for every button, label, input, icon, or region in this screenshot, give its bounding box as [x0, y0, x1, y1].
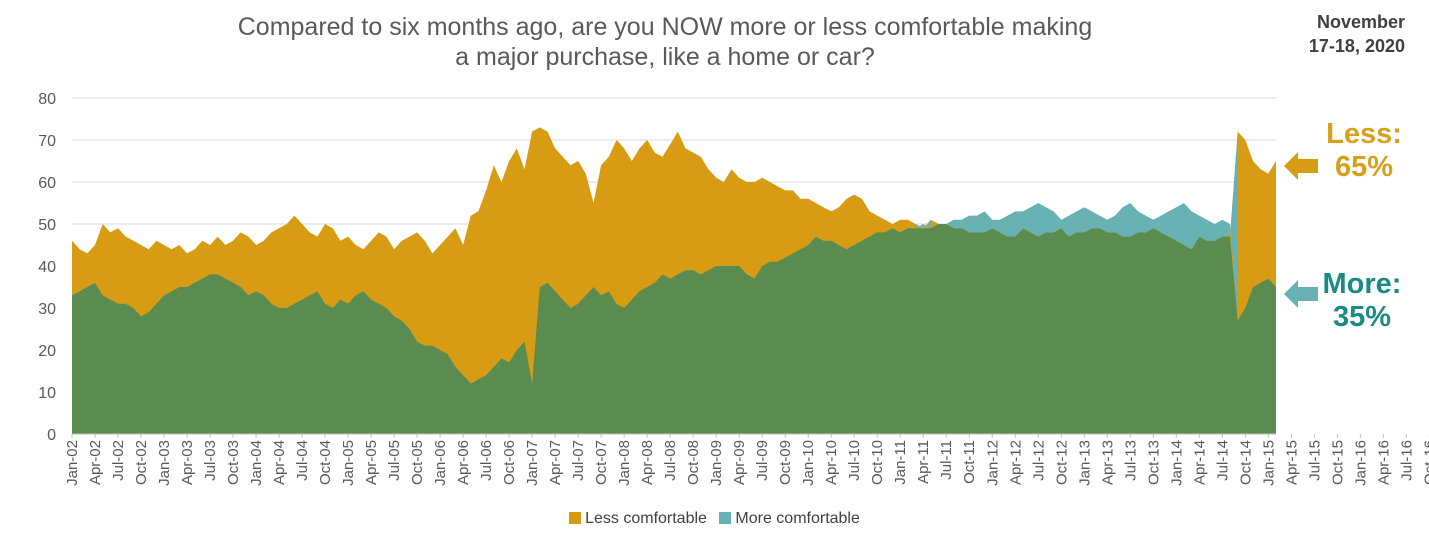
legend: Less comfortable More comfortable: [0, 510, 1429, 528]
x-tick-label: Oct-12: [1053, 440, 1070, 485]
x-tick-label: Oct-06: [501, 440, 518, 485]
axes: 0 10 20 30 40 50 60 70 80 Jan-02 Apr-02 Jul-02 Oct-0…: [38, 91, 1429, 486]
chart-title-line2: a major purchase, like a home or car?: [455, 43, 875, 71]
x-tick-label: Jul-10: [846, 440, 863, 481]
legend-label-less: Less comfortable: [585, 510, 707, 527]
x-tick-label: Jul-05: [386, 440, 403, 481]
more-callout-label: More:: [1322, 268, 1402, 300]
x-tick-label: Apr-05: [363, 440, 380, 485]
survey-date: November 17-18, 2020: [1255, 10, 1405, 58]
x-tick-label: Oct-02: [133, 440, 150, 485]
x-tick-label: Apr-11: [915, 440, 932, 484]
callout-arrows: [1284, 152, 1318, 308]
x-tick-label: Apr-13: [1099, 440, 1116, 485]
legend-label-more: More comfortable: [735, 510, 860, 527]
x-tick-label: Apr-09: [731, 440, 748, 485]
x-tick-label: Apr-06: [455, 440, 472, 485]
x-tick-label: Jul-04: [294, 440, 311, 481]
x-tick-label: Jan-08: [616, 440, 633, 486]
x-tick-label: Oct-13: [1145, 440, 1162, 485]
x-tick-label: Jul-16: [1398, 440, 1415, 481]
legend-item-less: Less comfortable: [569, 510, 707, 528]
y-tick-label: 10: [38, 385, 56, 402]
data-areas: [72, 127, 1276, 435]
survey-date-line2: 17-18, 2020: [1308, 36, 1405, 56]
x-tick-label: Oct-03: [225, 440, 242, 485]
x-tick-label: Oct-05: [409, 440, 426, 485]
more-arrow-icon: [1284, 280, 1318, 308]
x-tick-label: Oct-15: [1329, 440, 1346, 485]
more-callout-value: 35%: [1332, 301, 1392, 333]
x-tick-label: Oct-04: [317, 440, 334, 485]
x-tick-label: Jan-03: [156, 440, 173, 486]
y-tick-label: 80: [38, 91, 56, 108]
x-tick-label: Jan-12: [984, 440, 1001, 486]
less-callout-value: 65%: [1334, 151, 1394, 183]
x-tick-label: Oct-08: [685, 440, 702, 485]
x-tick-label: Jan-16: [1352, 440, 1369, 486]
y-tick-label: 20: [38, 343, 56, 360]
x-tick-label: Apr-15: [1283, 440, 1300, 485]
x-tick-label: Oct-09: [777, 440, 794, 485]
x-tick-label: Jul-07: [570, 440, 587, 481]
x-tick-label: Jul-15: [1306, 440, 1323, 481]
x-tick-label: Jul-14: [1214, 440, 1231, 481]
x-tick-label: Jan-14: [1168, 440, 1185, 486]
x-tick-label: Jul-08: [662, 440, 679, 481]
x-tick-label: Oct-10: [869, 440, 886, 485]
less-arrow-icon: [1284, 152, 1318, 180]
x-tick-label: Apr-03: [179, 440, 196, 485]
x-tick-label: Jan-04: [248, 440, 265, 486]
less-callout: Less: 65%: [1314, 118, 1414, 184]
x-tick-label: Jan-09: [708, 440, 725, 486]
x-tick-label: Oct-16: [1421, 440, 1429, 485]
x-tick-label: Jul-09: [754, 440, 771, 481]
x-tick-label: Jul-03: [202, 440, 219, 481]
legend-item-more: More comfortable: [719, 510, 860, 528]
x-tick-label: Jan-02: [64, 440, 81, 486]
x-tick-label: Jul-11: [938, 440, 955, 480]
y-tick-label: 70: [38, 133, 56, 150]
x-tick-label: Jan-07: [524, 440, 541, 486]
x-tick-label: Jan-15: [1260, 440, 1277, 486]
x-tick-label: Apr-12: [1007, 440, 1024, 485]
x-tick-label: Apr-14: [1191, 440, 1208, 485]
x-tick-label: Jan-13: [1076, 440, 1093, 486]
more-comfortable-overlap-area: [915, 131, 1238, 321]
y-tick-label: 0: [47, 427, 56, 444]
y-tick-label: 60: [38, 175, 56, 192]
x-tick-label: Apr-08: [639, 440, 656, 485]
y-tick-label: 50: [38, 217, 56, 234]
more-callout: More: 35%: [1310, 268, 1414, 334]
x-tick-label: Apr-10: [823, 440, 840, 485]
x-tick-label: Oct-07: [593, 440, 610, 485]
legend-swatch-more: [719, 512, 732, 524]
x-tick-label: Jan-06: [432, 440, 449, 486]
x-tick-label: Jan-10: [800, 440, 817, 486]
x-tick-label: Apr-02: [87, 440, 104, 485]
chart-title-line1: Compared to six months ago, are you NOW …: [237, 13, 1093, 41]
x-tick-label: Jul-12: [1030, 440, 1047, 481]
x-tick-label: Apr-07: [547, 440, 564, 485]
legend-swatch-less: [569, 512, 582, 524]
x-tick-label: Jan-11: [892, 440, 909, 485]
x-tick-label: Jul-02: [110, 440, 127, 481]
x-tick-label: Apr-16: [1375, 440, 1392, 485]
x-tick-label: Jul-06: [478, 440, 495, 481]
chart-title: Compared to six months ago, are you NOW …: [150, 12, 1180, 72]
x-tick-label: Oct-11: [961, 440, 978, 484]
x-tick-label: Jul-13: [1122, 440, 1139, 481]
y-tick-label: 40: [38, 259, 56, 276]
y-tick-label: 30: [38, 301, 56, 318]
x-tick-label: Jan-05: [340, 440, 357, 486]
survey-date-line1: November: [1316, 12, 1405, 32]
x-tick-label: Oct-14: [1237, 440, 1254, 485]
more-comfortable-area: [72, 224, 1276, 434]
x-tick-label: Apr-04: [271, 440, 288, 485]
less-callout-label: Less:: [1326, 118, 1402, 150]
